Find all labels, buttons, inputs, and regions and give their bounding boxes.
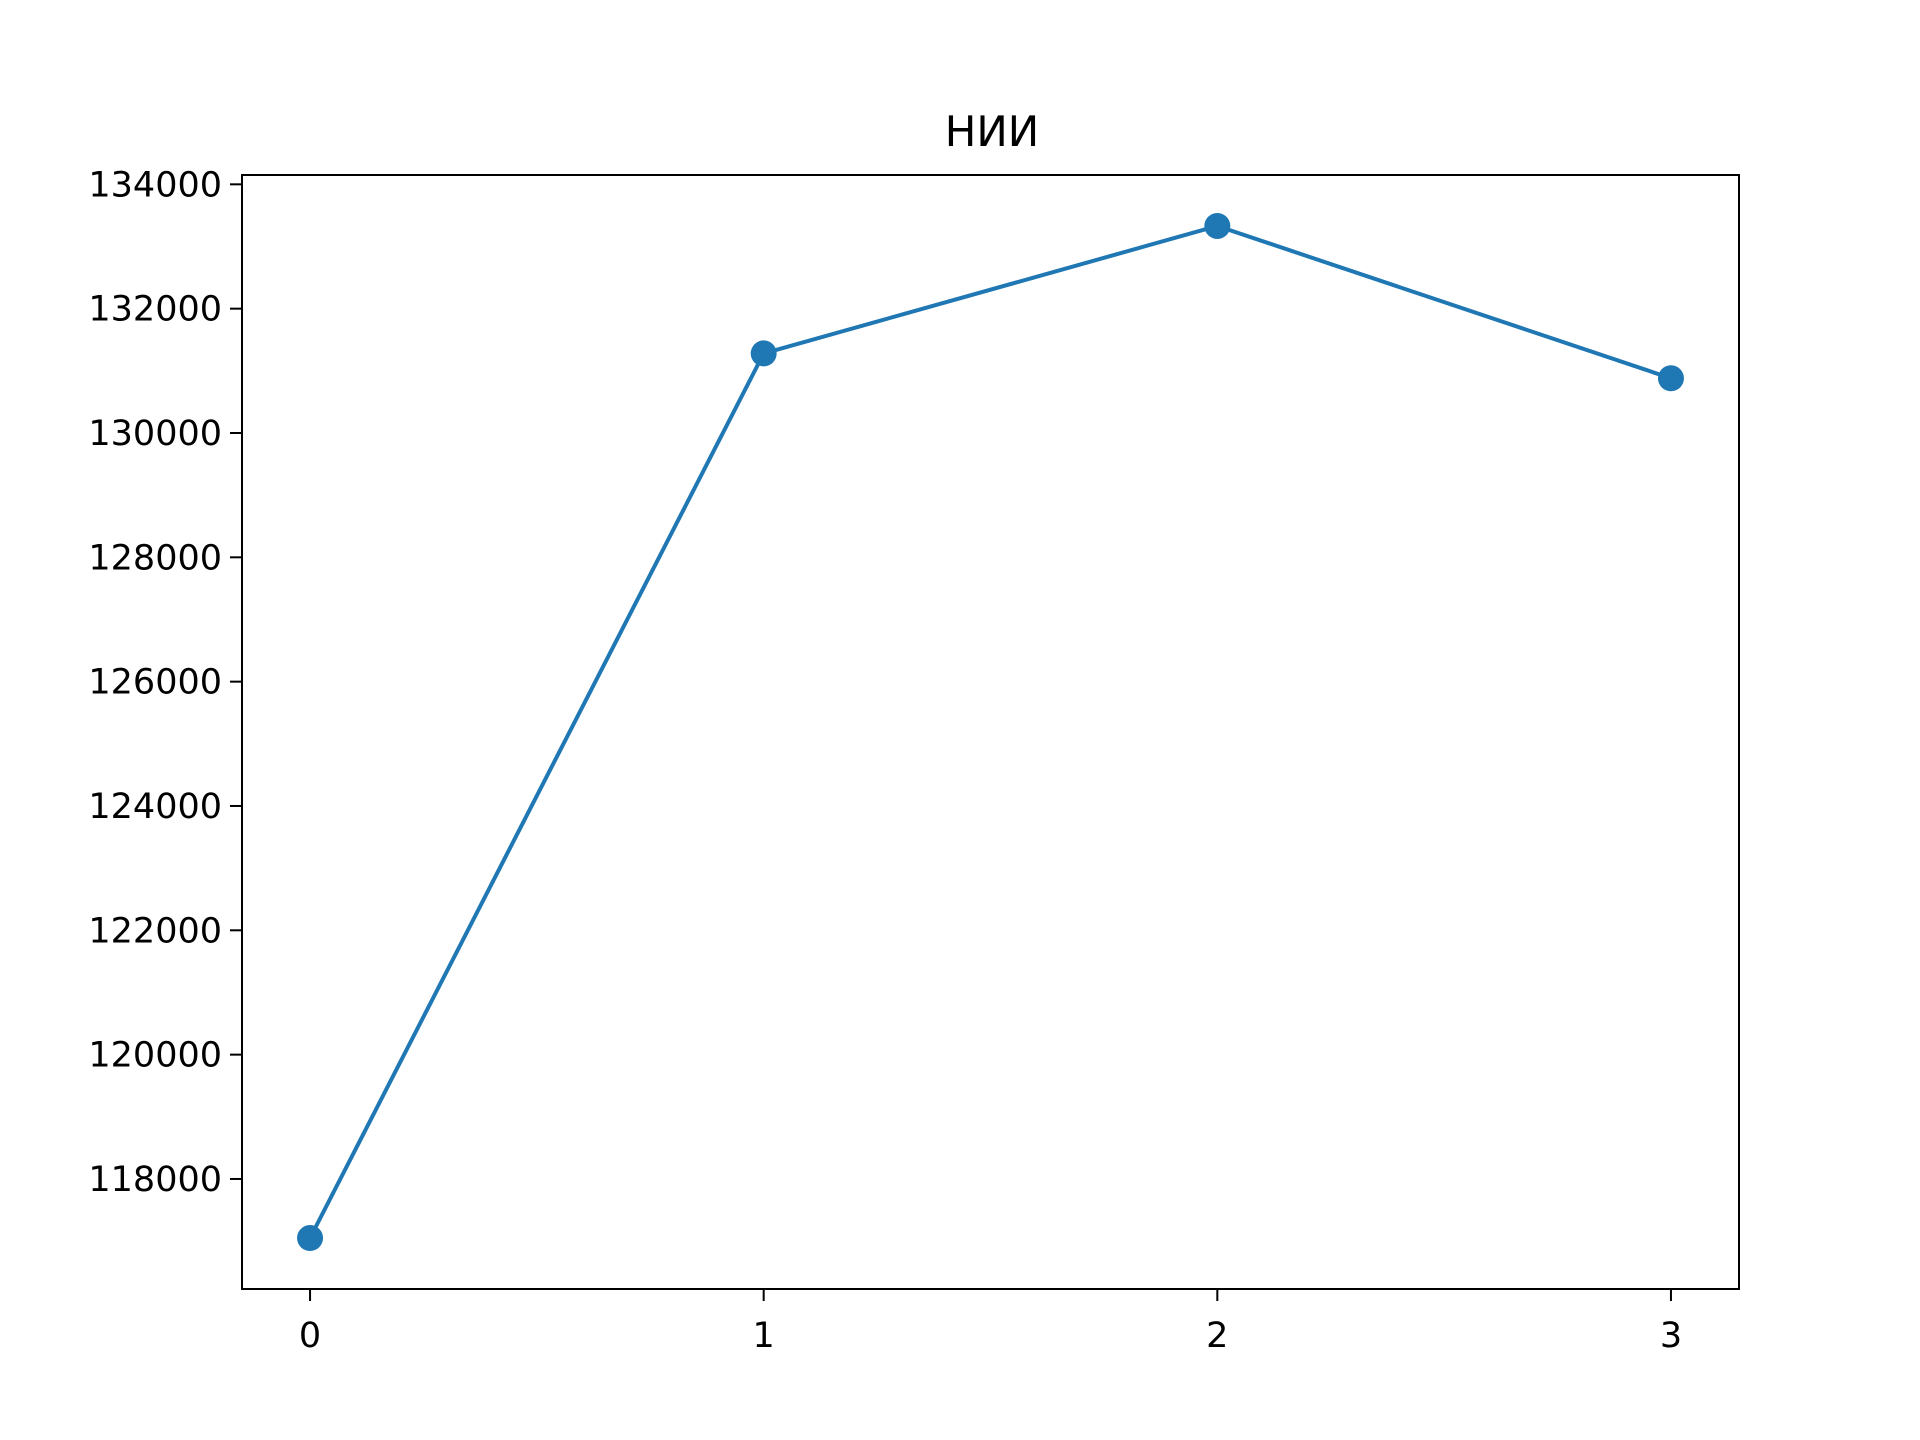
y-tick-label: 128000 xyxy=(88,538,222,578)
data-point xyxy=(1204,212,1231,239)
y-tick-label: 126000 xyxy=(88,663,222,703)
y-tick-label: 132000 xyxy=(88,290,222,330)
plot-area: 118000 120000 122000 124000 126000 128000 1300… xyxy=(88,165,1740,1356)
x-tick-label: 0 xyxy=(299,1316,321,1356)
y-tick-label: 124000 xyxy=(88,787,222,827)
data-point xyxy=(1657,365,1684,392)
x-tick-label: 3 xyxy=(1660,1316,1682,1356)
y-tick-label: 134000 xyxy=(88,165,222,205)
series-line xyxy=(308,223,1672,1239)
data-point xyxy=(750,340,777,367)
x-tick-label: 1 xyxy=(753,1316,775,1356)
y-tick-label: 122000 xyxy=(88,911,222,951)
chart-title: НИИ xyxy=(945,107,1039,156)
y-tick-label: 130000 xyxy=(88,414,222,454)
x-tick-label: 2 xyxy=(1206,1316,1228,1356)
y-tick-label: 120000 xyxy=(88,1036,222,1076)
y-tick-label: 118000 xyxy=(88,1160,222,1200)
data-point xyxy=(297,1225,324,1252)
axes-frame xyxy=(241,174,1740,1290)
